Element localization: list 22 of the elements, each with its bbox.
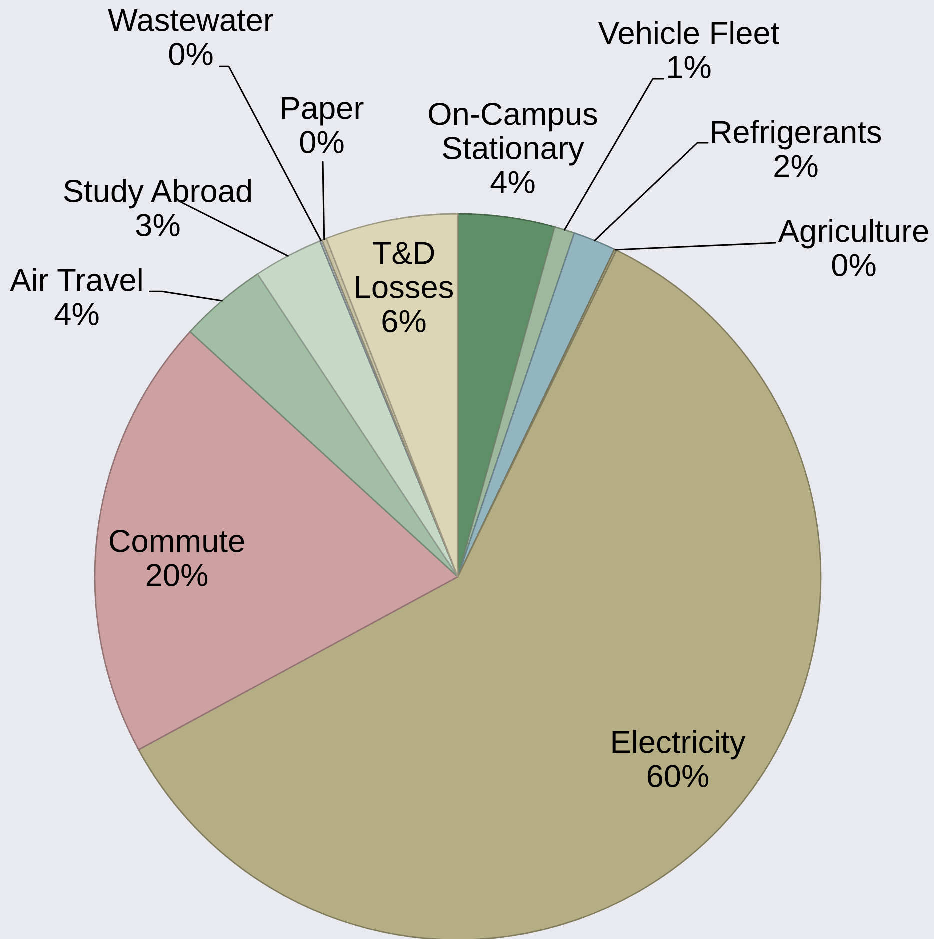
slice-label: Paper bbox=[282, 97, 364, 126]
data-label: 20% bbox=[146, 564, 208, 587]
data-label: 0% bbox=[169, 43, 213, 66]
slice-label: Air Travel bbox=[10, 268, 142, 292]
data-label: 0% bbox=[300, 131, 344, 154]
data-label: 2% bbox=[774, 155, 818, 178]
data-label: 60% bbox=[648, 765, 709, 788]
slice-label: Vehicle Fleet bbox=[598, 21, 780, 44]
data-label: 3% bbox=[136, 214, 180, 237]
slice-label: Study Abroad bbox=[64, 179, 252, 209]
slice-label: Commute bbox=[110, 530, 244, 552]
slice-label: Refrigerants bbox=[712, 120, 882, 150]
slice-label: T&D Losses bbox=[356, 242, 454, 298]
slice-label: Agriculture bbox=[778, 219, 928, 249]
data-label: 1% bbox=[668, 56, 711, 78]
slice-label: Electricity bbox=[612, 730, 746, 760]
data-label: 0% bbox=[832, 254, 876, 277]
data-label: 4% bbox=[54, 303, 99, 326]
slice-label: On-Campus Stationary bbox=[429, 102, 598, 166]
data-label: 6% bbox=[382, 310, 426, 333]
slice-label: Wastewater bbox=[108, 9, 274, 32]
data-label: 4% bbox=[490, 171, 535, 194]
